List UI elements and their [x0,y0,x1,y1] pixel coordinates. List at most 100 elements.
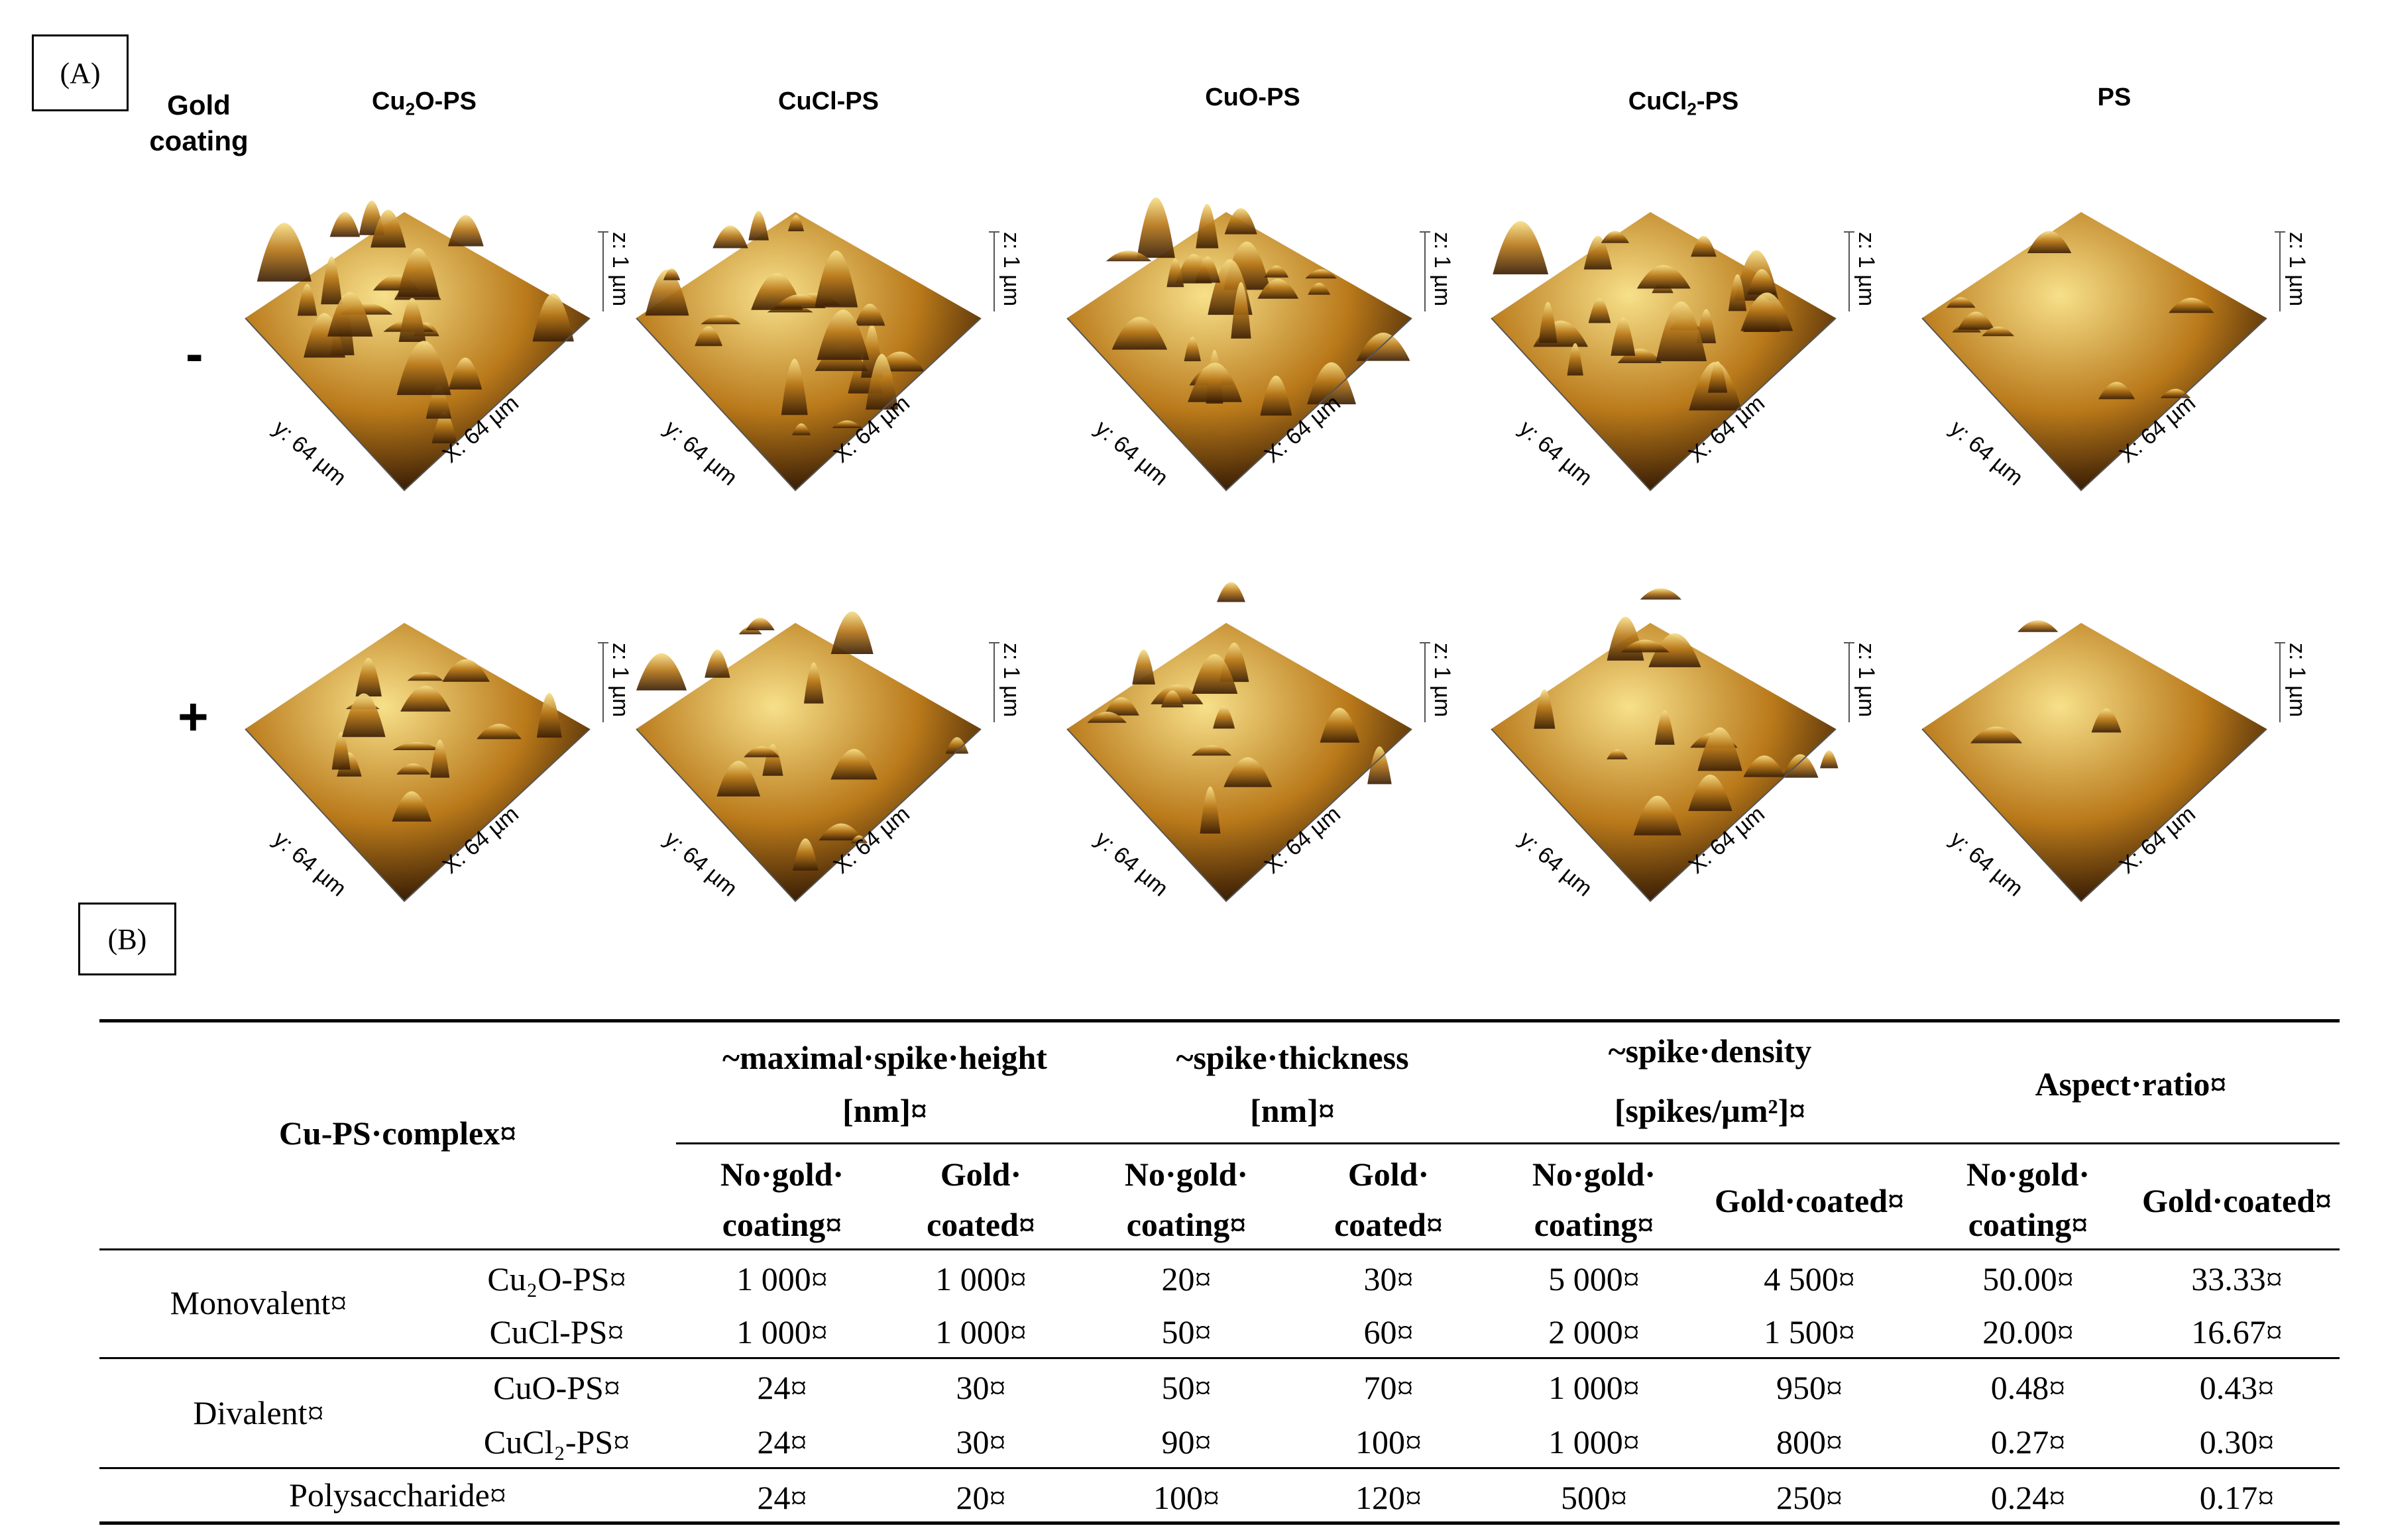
subheader-line2: coating¤ [1126,1206,1247,1243]
subheader-4: No·gold· coating¤ [1491,1149,1697,1250]
surface-spike [1534,689,1556,729]
surface-spike [746,618,775,631]
table-cell: 50¤ [1161,1313,1212,1350]
surface-spike [342,693,386,738]
axis-label-y: y: 64 µm [1514,826,1597,901]
surface-spike [477,724,522,740]
group-divalent: Divalent¤ [193,1394,324,1431]
surface-base [1922,212,2267,490]
axis-label-z: z: 1 µm [999,643,1024,717]
table-cell: 1 000¤ [935,1313,1027,1350]
surface-spike [695,326,723,347]
surface-spike [1305,269,1337,279]
axis-label-z: z: 1 µm [1430,643,1455,717]
surface-spike [1696,309,1717,344]
surface-spike [331,732,351,770]
surface-spike [1691,235,1717,257]
surface-spike [392,791,431,822]
surface-spike [945,737,969,754]
table-cell: 20¤ [956,1479,1006,1516]
row-name: Cu₂O-PS¤ [487,1260,626,1297]
surface-spike [1493,221,1549,275]
col-group-spike-density-line2: [spikes/µm²]¤ [1614,1092,1806,1129]
surface-spike [1260,375,1292,416]
surface-spike [1728,274,1747,311]
table-header-cu-ps-complex: Cu-PS·complex¤ [278,1115,517,1152]
table-group-rule-2 [99,1467,2340,1469]
table-cell: 30¤ [956,1423,1006,1460]
surface-spike [1820,750,1839,769]
subheader-line1: Gold·coated¤ [2141,1182,2332,1219]
surface-spike [1195,256,1221,283]
table-cell: 20.00¤ [1982,1313,2074,1350]
surface-spike [1087,711,1127,723]
axis-label-y: y: 64 µm [268,415,351,490]
surface-spike [1308,282,1331,295]
surface-spike [830,749,878,780]
table-cell: 5 000¤ [1548,1260,1640,1297]
col-group-spike-height-line2: [nm]¤ [842,1092,927,1129]
surface-spike [327,292,373,337]
surface-spike [1184,337,1201,362]
axis-label-z: z: 1 µm [608,232,633,306]
column-title-cuo-ps: CuO-PS [1205,83,1300,111]
table-cell: 24¤ [757,1479,807,1516]
axis-label-z: z: 1 µm [608,643,633,717]
subheader-line1: No·gold· [1124,1156,1249,1193]
axis-label-z: z: 1 µm [2285,643,2310,717]
surface-spike [1636,264,1691,289]
surface-spike [748,211,769,241]
row-label-gold: + [178,687,209,746]
col-group-spike-thickness-line2: [nm]¤ [1250,1092,1335,1129]
surface-spike [1970,726,2022,743]
table-cell: 1 500¤ [1764,1313,1855,1350]
table-cell: 0.43¤ [2199,1369,2275,1406]
table-cell: 24¤ [757,1423,807,1460]
surface-spike [396,763,431,775]
axis-label-z: z: 1 µm [1430,232,1455,306]
surface-spike [701,315,741,325]
surface-base [636,623,981,901]
surface-base [245,623,590,901]
subheader-line2: coating¤ [1534,1206,1654,1243]
surface-spike [329,211,361,237]
table-cell: 250¤ [1776,1479,1843,1516]
subheader-line1: No·gold· [1532,1156,1656,1193]
subheader-7: Gold·coated¤ [2134,1176,2340,1226]
afm-surface-cucl2-ps-no-gold: y: 64 µm X: 64 µm z: 1 µm [1478,119,1889,497]
table-cell: 50.00¤ [1982,1260,2074,1297]
table-cell: 0.24¤ [1990,1479,2066,1516]
table-cell: 1 000¤ [736,1260,828,1297]
surface-spike [1620,639,1670,653]
afm-surface-ps-gold: y: 64 µm X: 64 µm z: 1 µm [1909,530,2320,908]
afm-surface-cu2o-ps-no-gold: y: 64 µm X: 64 µm z: 1 µm [232,119,643,497]
table-cell: 1 000¤ [1548,1369,1640,1406]
surface-spike [1200,786,1221,834]
surface-spike [448,357,482,390]
afm-surface-cuo-ps-no-gold: y: 64 µm X: 64 µm z: 1 µm [1054,119,1465,497]
surface-spike [1740,292,1793,331]
axis-label-y: y: 64 µm [659,415,742,490]
axis-label-z: z: 1 µm [2285,232,2310,306]
surface-spike [1648,633,1701,667]
surface-spike [1224,208,1257,235]
surface-spike [370,209,406,248]
axis-label-z: z: 1 µm [1854,232,1879,306]
table-cell: 50¤ [1161,1369,1212,1406]
subheader-1: Gold· coated¤ [881,1149,1080,1250]
gold-coating-line1: Gold [167,89,231,121]
surface-spike [392,742,440,750]
subheader-line1: Gold·coated¤ [1714,1182,1905,1219]
afm-surface-ps-no-gold: y: 64 µm X: 64 µm z: 1 µm [1909,119,2320,497]
row-label-no-gold: - [186,324,203,383]
surface-spike [398,298,426,343]
table-top-rule [99,1019,2340,1022]
surface-spike [1231,282,1251,339]
subheader-3: Gold· coated¤ [1286,1149,1491,1250]
subheader-line1: No·gold· [720,1156,844,1193]
axis-label-y: y: 64 µm [1945,415,2028,490]
table-cell: 60¤ [1363,1313,1414,1350]
surface-spike [431,412,457,443]
subheader-0: No·gold· coating¤ [683,1149,881,1250]
surface-spike [321,256,343,305]
